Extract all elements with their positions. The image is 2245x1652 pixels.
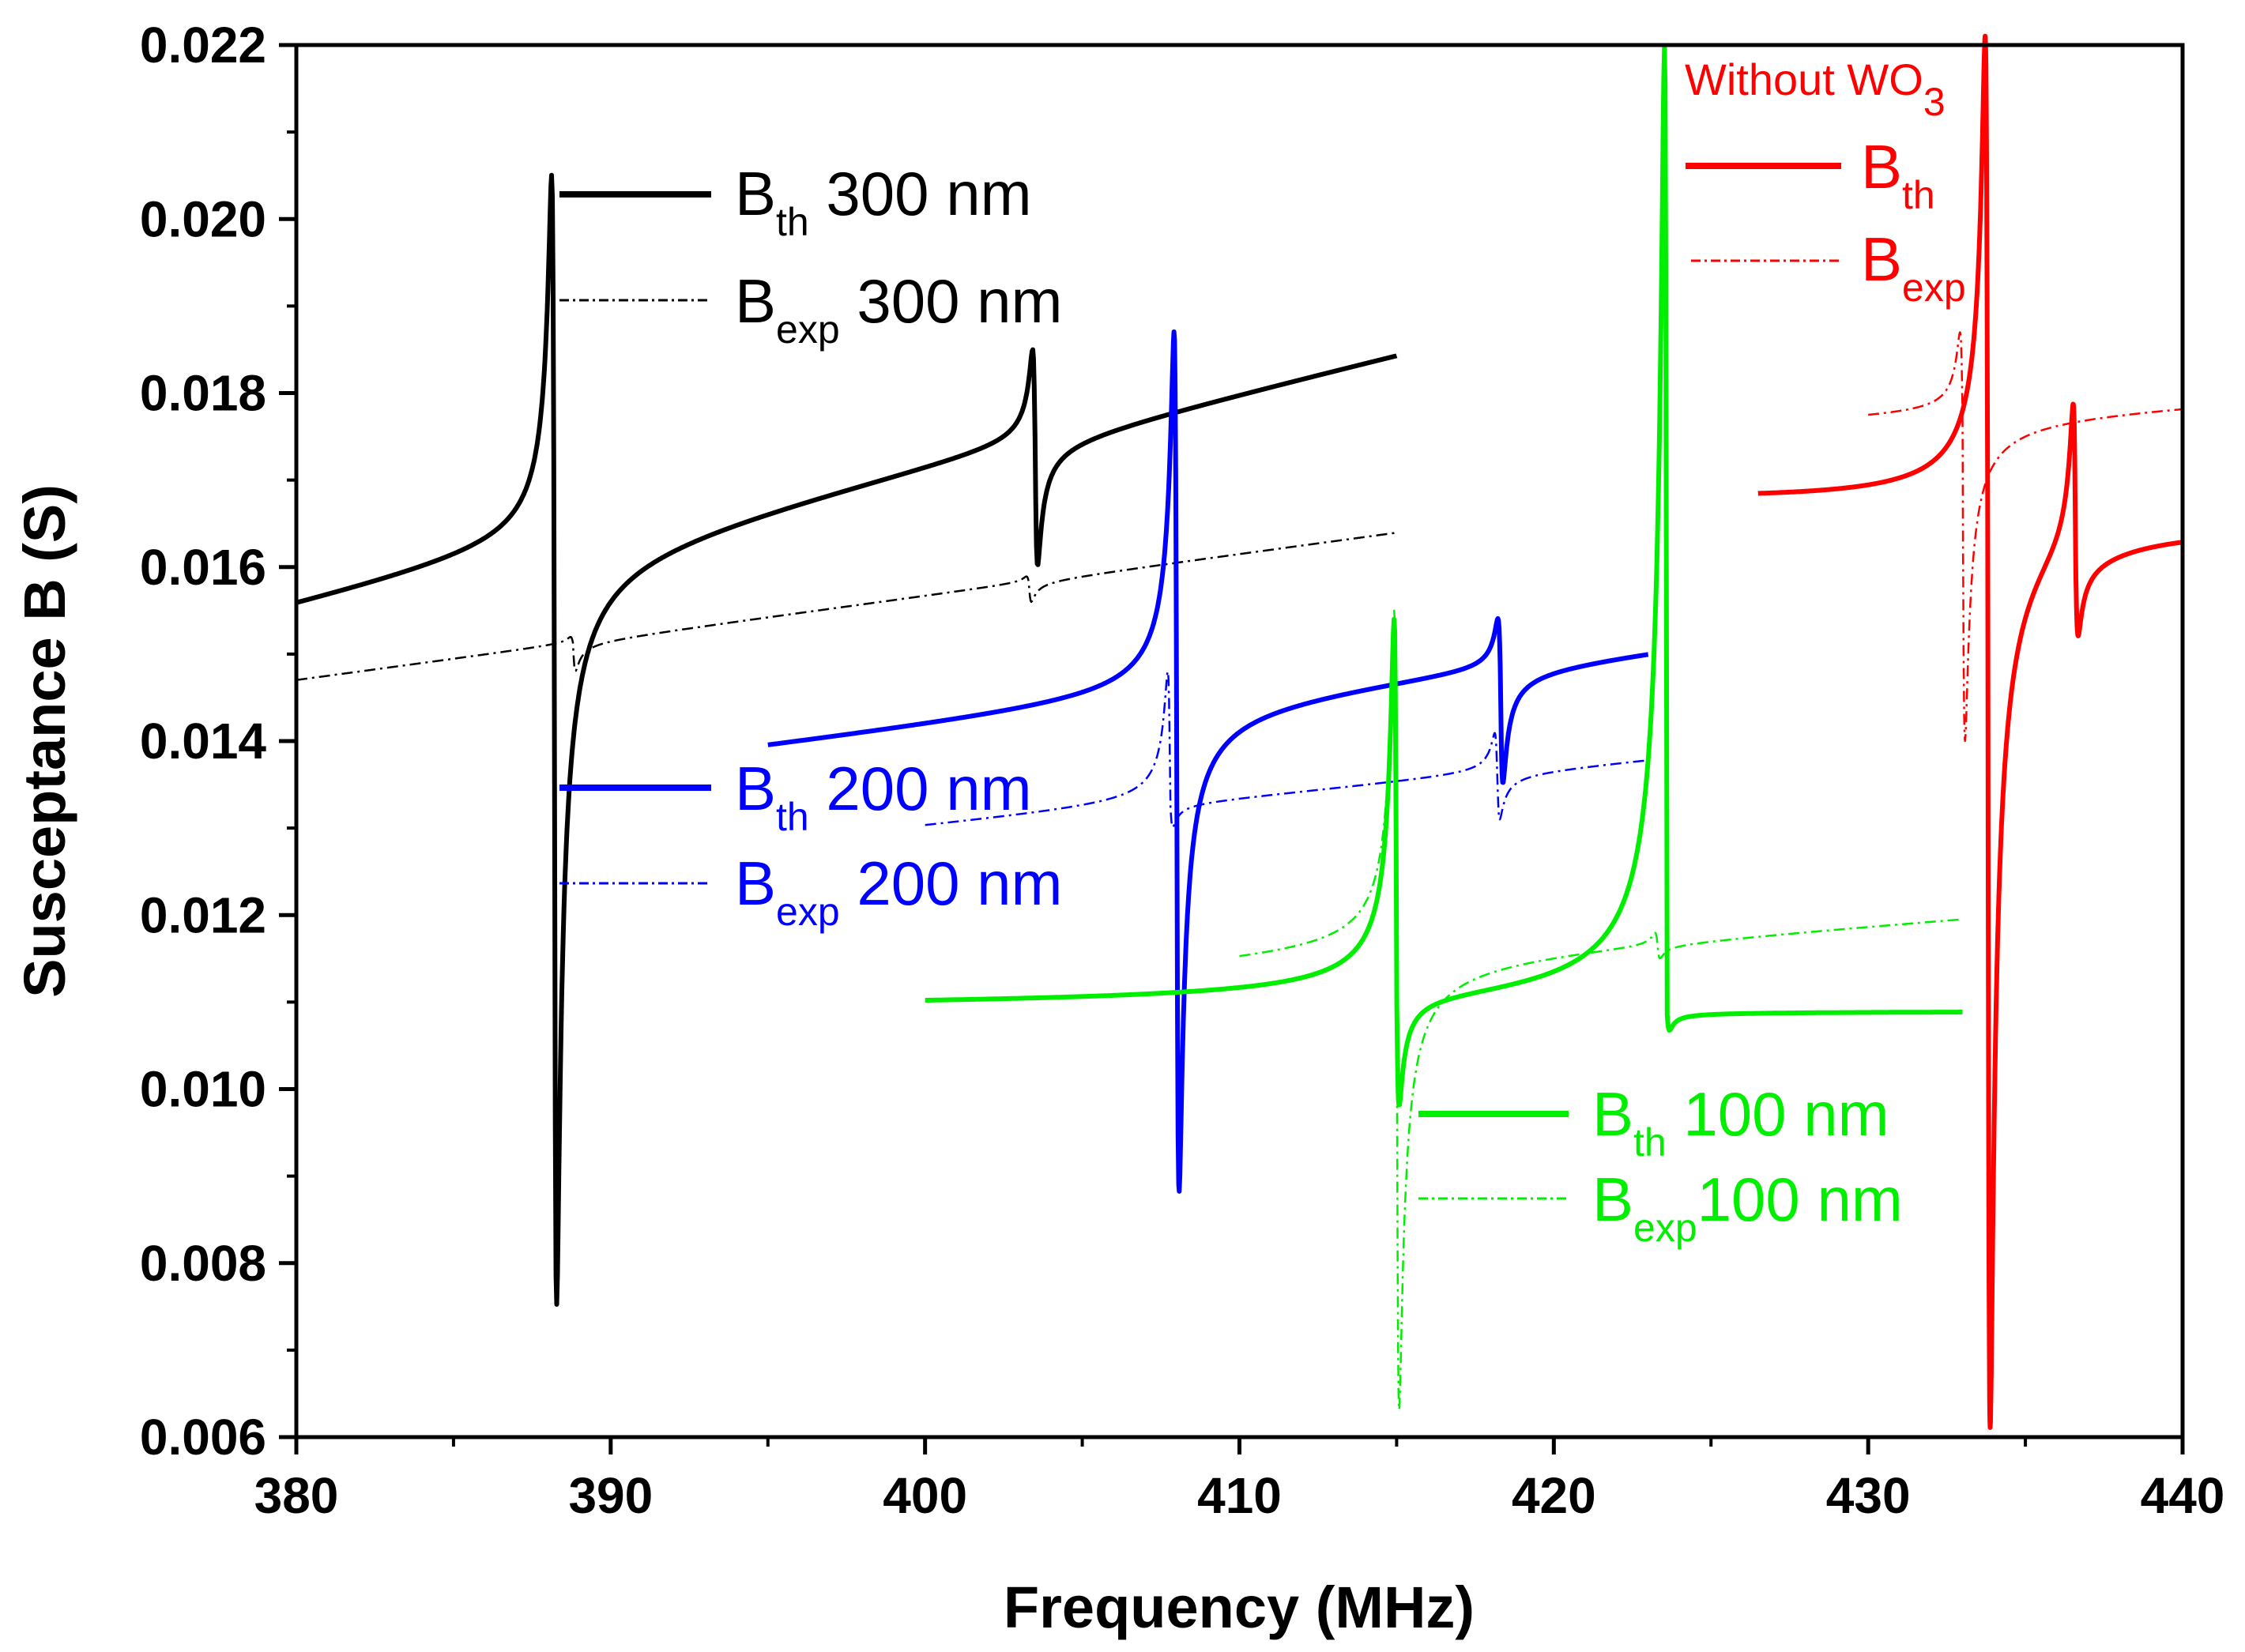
- legend-title-without-wo3: Without WO3: [1685, 55, 1946, 124]
- legend-label-bexp-100: Bexp100 nm: [1592, 1165, 1903, 1250]
- series-line: [766, 329, 1650, 1194]
- legend-label-bth-none: Bth: [1861, 132, 1935, 217]
- plot-lines: [294, 33, 2185, 1430]
- x-tick-label: 420: [1512, 1467, 1596, 1524]
- series-line: [1756, 33, 2185, 1430]
- y-tick-label: 0.010: [140, 1061, 266, 1118]
- legend-100nm: Bth 100 nm Bexp100 nm: [1418, 1079, 1903, 1250]
- legend-300nm: Bth 300 nm Bexp 300 nm: [559, 159, 1063, 352]
- y-axis-title: Susceptance B (S): [12, 484, 77, 998]
- legend-label-bexp-none: Bexp: [1861, 224, 1966, 310]
- y-tick-label: 0.014: [140, 713, 267, 770]
- x-tick-label: 390: [568, 1467, 653, 1524]
- legend-label-bexp-200: Bexp 200 nm: [735, 849, 1063, 934]
- series-line: [294, 172, 1399, 1307]
- legend-label-bexp-300: Bexp 300 nm: [735, 266, 1063, 352]
- y-tick-label: 0.008: [140, 1235, 266, 1292]
- legend-label-bth-300: Bth 300 nm: [735, 159, 1032, 244]
- series-line: [925, 670, 1649, 829]
- series-line: [923, 45, 1964, 1108]
- y-tick-label: 0.012: [140, 886, 266, 943]
- series-line: [296, 532, 1397, 681]
- legend-label-bth-100: Bth 100 nm: [1592, 1079, 1889, 1165]
- x-tick-label: 400: [883, 1467, 967, 1524]
- x-axis: 380 390 400 410 420 430 440: [254, 1437, 2225, 1524]
- x-tick-label: 380: [254, 1467, 339, 1524]
- legend-200nm: Bth 200 nm Bexp 200 nm: [559, 754, 1063, 934]
- y-tick-label: 0.022: [140, 17, 266, 73]
- legend-without-wo3: Without WO3 Bth Bexp: [1685, 55, 1966, 310]
- y-axis: 0.006 0.008 0.010 0.012 0.014 0.016 0.018 0.020…: [140, 17, 296, 1466]
- x-tick-label: 430: [1826, 1467, 1911, 1524]
- series-line: [1238, 609, 1964, 1411]
- y-tick-label: 0.018: [140, 365, 266, 422]
- series-line: [1867, 331, 2183, 743]
- x-tick-label: 440: [2141, 1467, 2225, 1524]
- legend-label-bth-200: Bth 200 nm: [735, 754, 1032, 839]
- y-tick-label: 0.020: [140, 190, 266, 247]
- y-tick-label: 0.016: [140, 539, 266, 596]
- y-tick-label: 0.006: [140, 1409, 266, 1466]
- x-tick-label: 410: [1197, 1467, 1282, 1524]
- x-axis-title: Frequency (MHz): [1004, 1575, 1475, 1640]
